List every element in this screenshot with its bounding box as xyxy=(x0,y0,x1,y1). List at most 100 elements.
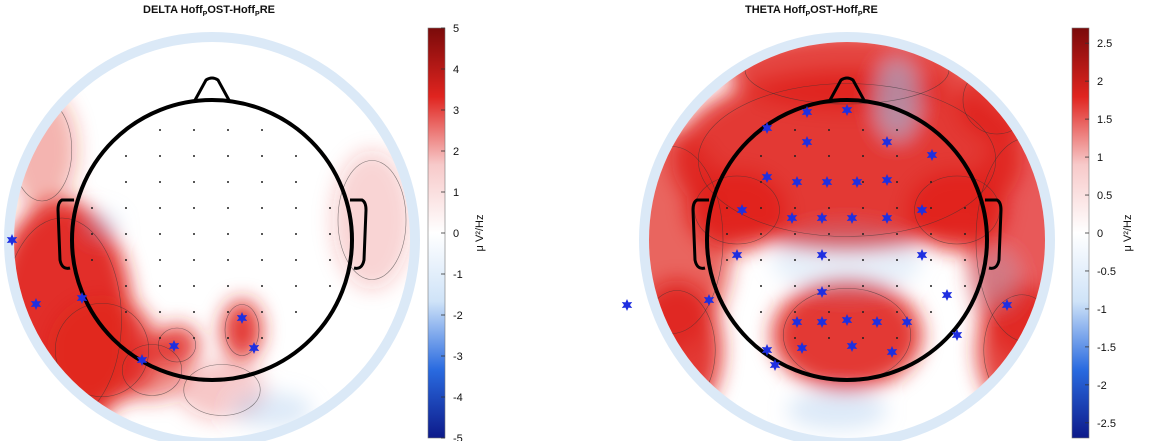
delta-head-outline xyxy=(70,98,354,382)
theta-chart-title: THETA HoffPOST-HoffPRE xyxy=(745,4,878,19)
theta-electrode-dot xyxy=(760,233,762,235)
theta-significant-electrode-star xyxy=(821,176,833,188)
theta-colorbar-tick-label: -2 xyxy=(1097,380,1107,392)
delta-electrode-dot xyxy=(193,181,195,183)
theta-electrode-dots xyxy=(726,129,966,339)
delta-significant-electrode-star xyxy=(136,354,148,366)
delta-colorbar-tick-label: -5 xyxy=(453,433,463,441)
delta-electrode-dot xyxy=(261,207,263,209)
theta-colorbar-tick-label: 0.5 xyxy=(1097,190,1112,202)
theta-electrode-dot xyxy=(794,129,796,131)
theta-significant-electrode-star xyxy=(816,316,828,328)
theta-electrode-dot xyxy=(760,259,762,261)
delta-electrode-dot xyxy=(159,207,161,209)
theta-significant-electrode-star xyxy=(816,286,828,298)
theta-significant-electrode-star xyxy=(846,340,858,352)
theta-colorbar-tick-label: -1.5 xyxy=(1097,342,1116,354)
theta-significant-electrode-star xyxy=(851,176,863,188)
theta-significant-electrode-star xyxy=(621,299,633,311)
theta-electrode-dot xyxy=(760,155,762,157)
delta-colorbar-tick-label: 5 xyxy=(453,23,459,35)
theta-right-ear-icon xyxy=(985,198,1003,270)
theta-head-outline xyxy=(705,98,989,382)
delta-contour-line xyxy=(337,160,407,280)
delta-electrode-dot xyxy=(193,285,195,287)
theta-significant-electrode-star xyxy=(901,316,913,328)
theta-electrode-dot xyxy=(896,155,898,157)
theta-electrode-dot xyxy=(726,233,728,235)
delta-colorbar-tick-label: -3 xyxy=(453,351,463,363)
delta-electrode-dot xyxy=(193,207,195,209)
delta-contour-line xyxy=(183,364,261,416)
theta-colorbar-tick-label: -2.5 xyxy=(1097,418,1116,430)
delta-electrode-dot xyxy=(159,181,161,183)
theta-significant-electrode-star xyxy=(871,316,883,328)
delta-electrode-dot xyxy=(159,285,161,287)
delta-significant-electrode-star xyxy=(6,234,18,246)
theta-electrode-dot xyxy=(794,259,796,261)
theta-colorbar-tick-label: -1 xyxy=(1097,304,1107,316)
delta-colorbar-tick-label: -2 xyxy=(453,310,463,322)
theta-electrode-dot xyxy=(862,311,864,313)
delta-nose-icon xyxy=(192,76,232,103)
delta-electrode-dot xyxy=(261,285,263,287)
delta-electrode-dots xyxy=(91,129,331,339)
delta-electrode-dot xyxy=(295,207,297,209)
theta-electrode-dot xyxy=(862,233,864,235)
delta-electrode-dot xyxy=(125,259,127,261)
delta-electrode-dot xyxy=(329,285,331,287)
delta-electrode-dot xyxy=(125,285,127,287)
theta-electrode-dot xyxy=(828,337,830,339)
theta-electrode-dot xyxy=(794,337,796,339)
delta-electrode-dot xyxy=(227,285,229,287)
theta-colorbar-tick-label: -0.5 xyxy=(1097,266,1116,278)
delta-contour-line xyxy=(224,304,260,356)
delta-electrode-dot xyxy=(125,311,127,313)
theta-electrode-dot xyxy=(896,259,898,261)
theta-significant-electrode-star xyxy=(841,104,853,116)
delta-electrode-dot xyxy=(329,259,331,261)
theta-electrode-dot xyxy=(726,259,728,261)
delta-electrode-dot xyxy=(295,181,297,183)
delta-contour-line xyxy=(121,344,183,396)
theta-electrode-dot xyxy=(964,259,966,261)
theta-significant-electrode-star xyxy=(801,106,813,118)
theta-colorbar-tick-label: 1.5 xyxy=(1097,114,1112,126)
delta-electrode-dot xyxy=(329,207,331,209)
theta-significant-electrode-star xyxy=(816,249,828,261)
theta-significant-electrode-star xyxy=(801,136,813,148)
delta-electrode-dot xyxy=(295,311,297,313)
delta-electrode-dot xyxy=(91,207,93,209)
delta-colorbar-tick-label: 4 xyxy=(453,64,459,76)
theta-electrode-dot xyxy=(930,233,932,235)
theta-colorbar-tick-label: 1 xyxy=(1097,152,1103,164)
theta-electrode-dot xyxy=(794,233,796,235)
delta-electrode-dot xyxy=(159,155,161,157)
theta-colorbar-tick-label: 2 xyxy=(1097,76,1103,88)
delta-colorbar-tick-label: 1 xyxy=(453,187,459,199)
theta-electrode-dot xyxy=(862,337,864,339)
theta-electrode-dot xyxy=(828,155,830,157)
delta-electrode-dot xyxy=(227,207,229,209)
theta-significant-electrode-star xyxy=(881,174,893,186)
delta-colorbar-tick-label: 3 xyxy=(453,105,459,117)
theta-colorbar-unit-label: μ V²/Hz xyxy=(1122,215,1134,252)
theta-left-ear-icon xyxy=(691,198,709,270)
theta-electrode-dot xyxy=(930,285,932,287)
theta-electrode-dot xyxy=(862,181,864,183)
theta-electrode-dot xyxy=(794,207,796,209)
delta-electrode-dot xyxy=(261,233,263,235)
theta-electrode-dot xyxy=(862,207,864,209)
theta-electrode-dot xyxy=(862,129,864,131)
theta-heatmap xyxy=(649,42,1045,430)
theta-electrode-dot xyxy=(964,285,966,287)
theta-significant-electrode-star xyxy=(916,204,928,216)
delta-significant-electrode-star xyxy=(76,292,88,304)
theta-positive-region xyxy=(687,170,787,250)
delta-electrode-dot xyxy=(159,259,161,261)
theta-electrode-dot xyxy=(930,311,932,313)
theta-significant-electrode-star xyxy=(881,212,893,224)
theta-electrode-dot xyxy=(828,311,830,313)
theta-electrode-dot xyxy=(726,207,728,209)
theta-significant-electrode-star xyxy=(769,359,781,371)
